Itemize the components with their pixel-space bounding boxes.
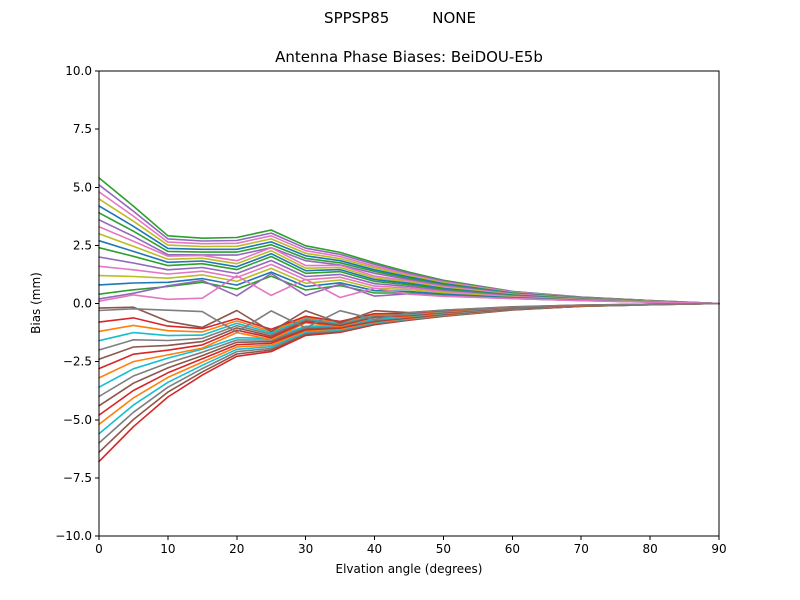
series-line xyxy=(98,302,720,342)
x-tick-label: 10 xyxy=(160,542,175,556)
y-tick-label: −2.5 xyxy=(63,355,92,369)
x-tick-label: 40 xyxy=(367,542,382,556)
figure-suptitle: SPPSP85 NONE xyxy=(324,9,476,27)
y-tick-label: −5.0 xyxy=(63,413,92,427)
x-tick-label: 30 xyxy=(298,542,313,556)
y-tick-label: −7.5 xyxy=(63,471,92,485)
y-tick-label: 2.5 xyxy=(73,238,92,252)
series-line xyxy=(98,302,720,333)
chart-title: Antenna Phase Biases: BeiDOU-E5b xyxy=(275,48,543,66)
x-axis-label: Elvation angle (degrees) xyxy=(335,562,483,576)
series-line xyxy=(98,274,720,305)
x-tick-label: 90 xyxy=(711,542,726,556)
x-tick-label: 80 xyxy=(642,542,657,556)
x-tick-label: 50 xyxy=(436,542,451,556)
axis-ticks: 0 10 20 30 40 50 60 70 80 90 10.0 7.5 5.0 2.5 0.0 −2.5 −… xyxy=(55,64,726,556)
series-lines xyxy=(98,177,720,463)
x-tick-label: 70 xyxy=(574,542,589,556)
axes-spines xyxy=(98,70,720,537)
series-line xyxy=(98,302,720,435)
x-tick-label: 60 xyxy=(505,542,520,556)
y-tick-label: 7.5 xyxy=(73,122,92,136)
y-tick-label: 10.0 xyxy=(65,64,92,78)
series-line xyxy=(98,302,720,444)
x-tick-label: 20 xyxy=(229,542,244,556)
y-tick-label: 0.0 xyxy=(73,297,92,311)
series-line xyxy=(98,302,720,426)
y-tick-label: −10.0 xyxy=(55,529,92,543)
y-axis-label: Bias (mm) xyxy=(29,272,43,334)
y-tick-label: 5.0 xyxy=(73,180,92,194)
x-tick-label: 0 xyxy=(95,542,103,556)
